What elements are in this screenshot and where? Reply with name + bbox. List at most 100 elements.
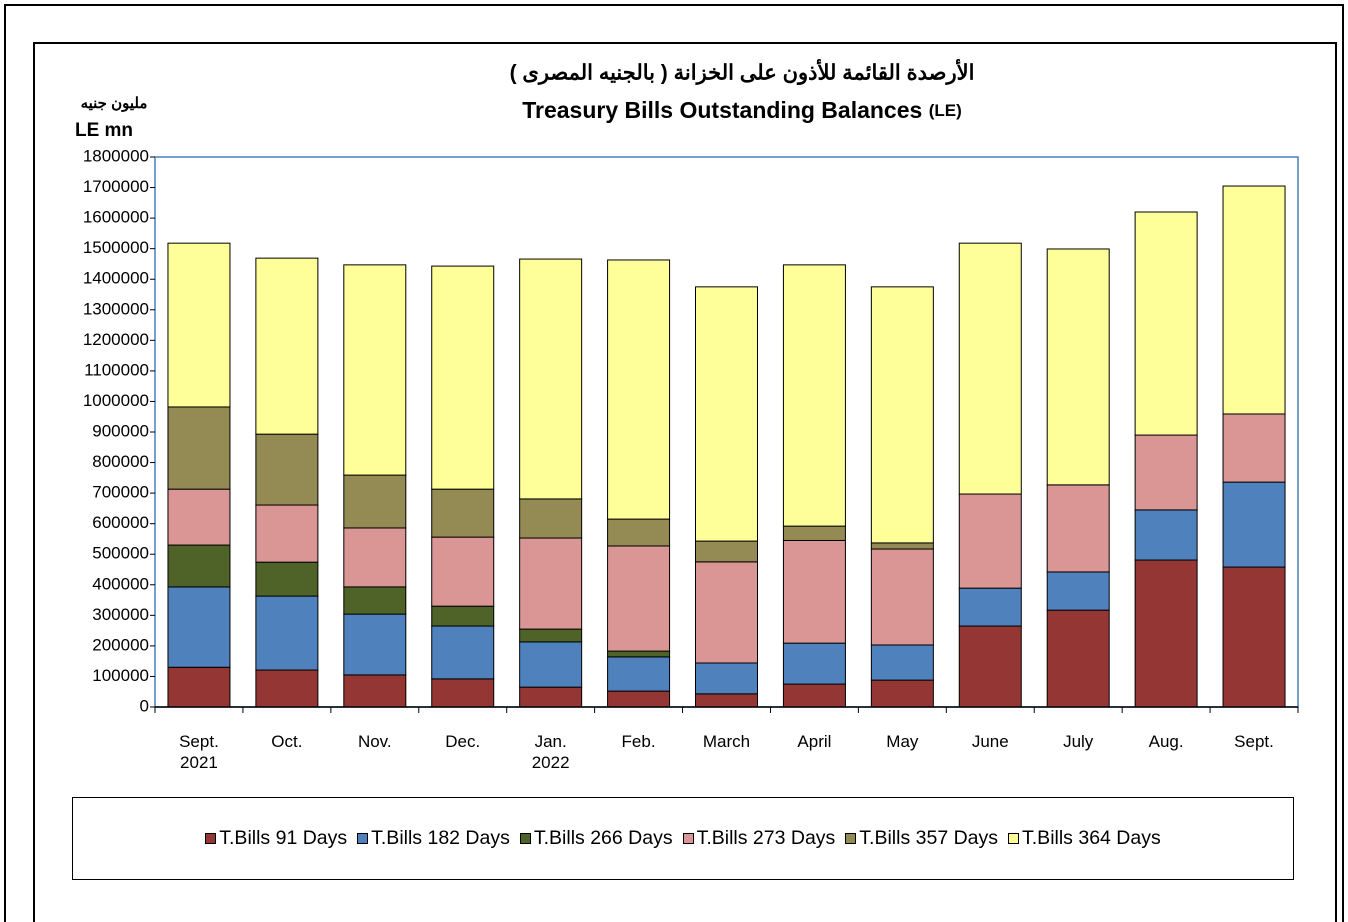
bar-segment — [870, 548, 934, 646]
y-tick-label: 800000 — [92, 452, 149, 471]
bar-segment — [255, 561, 319, 597]
bar-segment — [1046, 248, 1110, 486]
bar-segment — [167, 586, 231, 668]
bar-segment — [695, 662, 758, 695]
legend-swatch — [519, 833, 531, 844]
legend-swatch — [845, 833, 857, 844]
legend-item: T.Bills 364 Days — [1008, 827, 1161, 850]
bar-segment — [695, 540, 758, 563]
legend-swatch — [357, 833, 369, 844]
bar-segment — [607, 259, 671, 520]
bar-segment — [695, 286, 758, 542]
bar-segment — [1134, 509, 1198, 561]
bar-segment — [255, 433, 319, 506]
y-tick-label: 1100000 — [84, 360, 149, 379]
x-tick-label: Aug. — [1148, 732, 1184, 751]
x-tick-label: June — [971, 732, 1009, 751]
bar-segment — [431, 625, 495, 680]
bar-segment — [1222, 566, 1286, 708]
legend-item: T.Bills 273 Days — [682, 827, 835, 850]
bar-segment — [343, 264, 407, 476]
y-tick-label: 1200000 — [83, 330, 149, 349]
legend-label: T.Bills 364 Days — [1022, 827, 1161, 849]
bar-segment — [607, 656, 671, 692]
bar-segment — [167, 488, 231, 546]
bar-segment — [519, 498, 583, 539]
bar-segment — [343, 586, 407, 615]
bar-segment — [958, 587, 1022, 627]
x-tick-label: Sept. 2021 — [179, 732, 219, 772]
bar-segment — [1134, 559, 1198, 708]
x-tick-label: Jan. 2022 — [531, 732, 570, 772]
y-tick-label: 1400000 — [83, 269, 149, 288]
bar-segment — [431, 488, 495, 538]
bar-segment — [958, 493, 1022, 589]
bar-segment — [255, 669, 319, 708]
bar-segment — [431, 605, 495, 627]
legend: T.Bills 91 Days T.Bills 182 Days T.Bills 2… — [72, 797, 1294, 880]
legend-swatch — [682, 833, 694, 844]
y-tick-label: 600000 — [92, 513, 149, 532]
bar-segment — [1222, 413, 1286, 483]
bar-segment — [431, 678, 495, 708]
legend-swatch — [205, 833, 217, 844]
bar-segment — [1222, 481, 1286, 568]
chart-title-ar: الأرصدة القائمة للأذون على الخزانة ( بال… — [510, 59, 975, 86]
bar-segment — [255, 257, 319, 435]
bar-segment — [1222, 185, 1286, 415]
bar-segment — [782, 539, 846, 644]
bar-segment — [782, 264, 846, 527]
bar-segment — [695, 561, 758, 664]
bar-segment — [255, 595, 319, 671]
y-tick-label: 700000 — [92, 483, 149, 502]
bar-segment — [343, 474, 407, 529]
bar-segment — [1046, 571, 1110, 611]
y-tick-label: 200000 — [92, 635, 149, 654]
legend-label: T.Bills 357 Days — [859, 827, 999, 849]
bar-segment — [1046, 484, 1110, 573]
bar-segment — [431, 536, 495, 607]
legend-item: T.Bills 357 Days — [845, 827, 998, 850]
bar-segment — [343, 613, 407, 676]
y-tick-label: 300000 — [92, 605, 149, 624]
x-tick-label: Feb. — [621, 732, 656, 751]
bar-segment — [519, 686, 583, 708]
chart-title: Treasury Bills Outstanding Balances — [522, 97, 922, 123]
y-tick-label: 1500000 — [83, 238, 149, 257]
y-tick-label: 0 — [140, 696, 149, 715]
x-tick-label: May — [886, 732, 919, 751]
legend-item: T.Bills 91 Days — [205, 827, 347, 850]
legend-item: T.Bills 266 Days — [519, 827, 673, 850]
bar-segment — [343, 527, 407, 588]
x-tick-label: April — [797, 732, 832, 751]
x-tick-label: Sept. — [1234, 732, 1274, 751]
bar-segment — [1134, 211, 1198, 436]
bar-segment — [958, 625, 1022, 708]
y-tick-label: 900000 — [92, 421, 149, 440]
y-label: LE mn — [75, 120, 133, 141]
bar-segment — [695, 693, 758, 708]
bar-segment — [607, 518, 671, 547]
bar-segment — [1134, 434, 1198, 511]
y-tick-label: 1800000 — [83, 146, 149, 165]
x-tick-label: Oct. — [271, 732, 303, 751]
inner-frame — [33, 42, 1337, 922]
y-tick-label: 1600000 — [83, 208, 149, 227]
bar-segment — [255, 504, 319, 563]
legend-label: T.Bills 266 Days — [533, 827, 673, 849]
legend-item: T.Bills 182 Days — [357, 827, 510, 850]
legend-label: T.Bills 182 Days — [371, 827, 510, 849]
y-tick-label: 1700000 — [83, 177, 149, 196]
y-tick-label: 1000000 — [83, 391, 149, 410]
bar-segment — [607, 545, 671, 652]
bar-segment — [782, 525, 846, 541]
bar-segment — [519, 641, 583, 688]
bar-segment — [519, 258, 583, 500]
x-tick-label: July — [1063, 732, 1094, 751]
bar-segment — [519, 537, 583, 630]
bar-segment — [958, 242, 1022, 495]
x-tick-label: Nov. — [357, 732, 392, 751]
legend-label: T.Bills 91 Days — [219, 827, 348, 849]
bar-segment — [167, 666, 231, 708]
